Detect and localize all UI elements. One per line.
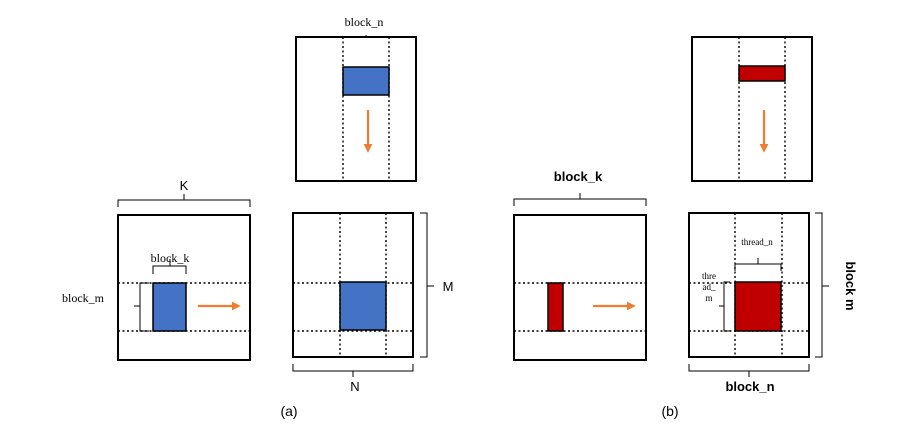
tile-c [339, 281, 387, 331]
panel-a-matrix-c: M N [292, 212, 454, 394]
label-block-k: block_k [151, 251, 190, 265]
tile-b-b [738, 65, 786, 82]
label-thread-m-1: thre [702, 271, 716, 281]
caption-b: (b) [661, 403, 678, 419]
panel-a-matrix-a: K block_k block_m [62, 178, 251, 361]
label-block-m-b: block m [843, 261, 858, 310]
label-n: N [350, 379, 359, 394]
caption-a: (a) [280, 403, 297, 419]
block-k-bracket [152, 259, 187, 274]
label-block-n-b: block_n [725, 379, 774, 394]
label-thread-m-3: m [705, 293, 712, 303]
label-block-k-b: block_k [554, 169, 603, 184]
panel-b-matrix-c: thread_n thre ad_ m block m block_n [688, 212, 858, 394]
n-bracket [292, 364, 414, 377]
m-bracket [420, 212, 434, 358]
k-bracket [117, 194, 251, 207]
tile-a-b [547, 282, 564, 332]
label-thread-m-2: ad_ [703, 282, 716, 292]
label-block-n: block_n [345, 15, 384, 29]
label-k: K [180, 178, 189, 193]
matrix-b-box [295, 36, 417, 182]
matrix-a-box-b [513, 214, 647, 361]
panel-a: K block_k block_m block_n [62, 15, 453, 419]
panel-a-matrix-b: block_n [295, 15, 417, 182]
label-thread-n: thread_n [741, 237, 773, 247]
panel-b-matrix-b [691, 36, 813, 182]
label-m: M [443, 279, 454, 294]
label-block-m: block_m [62, 291, 105, 305]
block-k-bracket-b [513, 193, 647, 206]
thread-m-bracket [719, 281, 730, 332]
panel-b-matrix-a: block_k [513, 169, 647, 361]
tile-c-b [734, 281, 782, 332]
panel-b: block_k thread_n thre [513, 36, 858, 419]
tile-a [152, 282, 187, 332]
block-m-bracket [134, 282, 149, 332]
thread-n-bracket [734, 258, 782, 271]
block-n-bracket-b [688, 364, 810, 377]
block-m-bracket-b [815, 212, 829, 358]
tile-b [342, 66, 390, 96]
matrix-b-box-b [691, 36, 813, 182]
